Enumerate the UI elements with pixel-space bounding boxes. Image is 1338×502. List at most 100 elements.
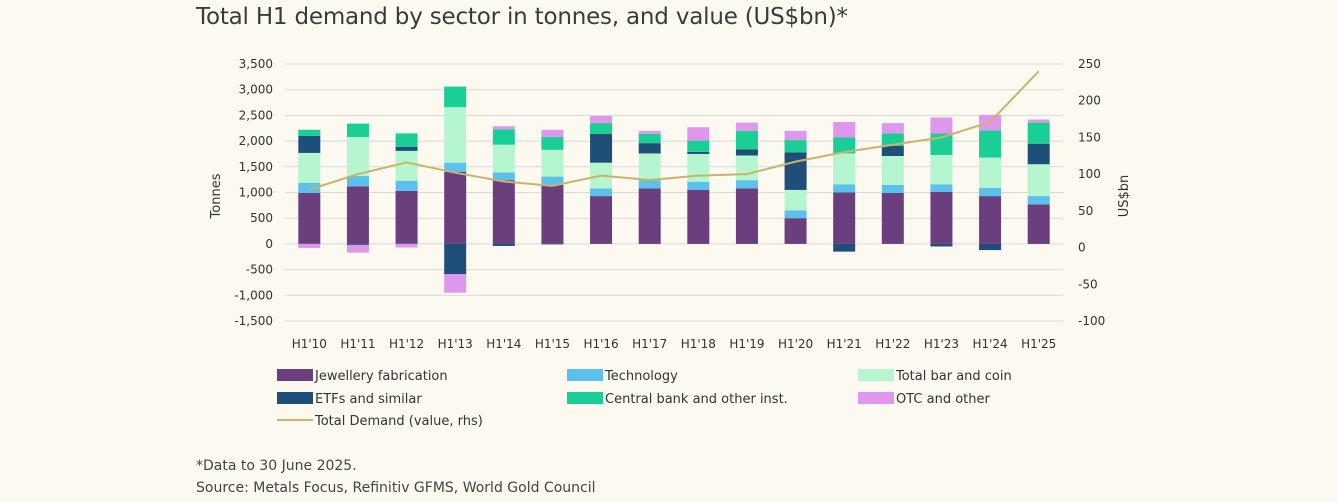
bar-segment <box>687 140 710 152</box>
bar-segment <box>492 180 515 244</box>
legend-swatch <box>277 369 313 381</box>
bar-segment <box>833 243 856 252</box>
bar-segment <box>638 133 661 144</box>
bar-segment <box>590 123 613 134</box>
bar-segment <box>784 189 807 211</box>
bar-segment <box>784 152 807 190</box>
y2-axis-title: US$bn <box>1117 175 1132 218</box>
bar-segment <box>541 184 564 244</box>
bar-segment <box>1027 204 1050 244</box>
x-axis: H1'10 H1'11 H1'12 H1'13 H1'14 H1'15 H1'16 H1'17… <box>292 337 1057 351</box>
y2-tick-label: 250 <box>1078 57 1101 71</box>
source-note: Source: Metals Focus, Refinitiv GFMS, Wo… <box>196 480 596 496</box>
y-tick-label: 500 <box>250 211 273 225</box>
bar-segment <box>833 192 856 244</box>
bar-segment <box>590 133 613 163</box>
x-tick-label: H1'25 <box>1021 337 1056 351</box>
bar-segment <box>833 153 856 185</box>
bar-segment <box>298 243 321 249</box>
bar-segment <box>833 184 856 193</box>
bar-segment <box>833 137 856 154</box>
legend-swatch <box>277 392 313 404</box>
bar-segment <box>346 244 369 253</box>
x-tick-label: H1'14 <box>486 337 521 351</box>
bar-segment <box>395 146 418 151</box>
bar-segment <box>930 191 953 244</box>
bar-segment <box>541 243 564 245</box>
y2-tick-label: 150 <box>1078 130 1101 144</box>
bar-segment <box>444 107 467 163</box>
y2-tick-label: 0 <box>1078 241 1086 255</box>
footnote: *Data to 30 June 2025. <box>196 458 357 474</box>
bar-segment <box>881 123 904 134</box>
bar-segment <box>444 243 467 275</box>
bar-segment <box>638 188 661 244</box>
bar-segment <box>979 187 1002 197</box>
bar-segment <box>735 188 758 244</box>
x-tick-label: H1'12 <box>389 337 424 351</box>
x-tick-label: H1'18 <box>681 337 716 351</box>
legend-swatch <box>567 369 603 381</box>
bar-segment <box>687 127 710 141</box>
bar-segment <box>735 155 758 181</box>
bar-segment <box>881 133 904 146</box>
bar-segment <box>541 136 564 150</box>
bar-segment <box>346 176 369 187</box>
legend-label: Central bank and other inst. <box>605 392 788 407</box>
y2-tick-label: -100 <box>1078 314 1105 328</box>
bar-segment <box>444 274 467 293</box>
y-tick-label: -1,500 <box>234 314 273 328</box>
left-y-axis: 3,500 3,000 2,500 2,000 1,500 1,000 500 0 -500 -1… <box>234 57 273 328</box>
bar-segment <box>395 190 418 244</box>
bar-segment <box>590 188 613 197</box>
bar-segment <box>346 136 369 177</box>
bar-segment <box>881 184 904 194</box>
bar-segment <box>444 162 467 172</box>
bar-segment <box>833 122 856 138</box>
bar-segment <box>590 196 613 244</box>
y-tick-label: 0 <box>265 237 273 251</box>
bar-segment <box>492 144 515 173</box>
bar-segment <box>346 186 369 244</box>
bar-segment <box>395 150 418 181</box>
bar-segment <box>979 157 1002 188</box>
y-tick-label: 3,000 <box>239 83 273 97</box>
bar-segment <box>444 171 467 244</box>
bar-segment <box>638 130 661 134</box>
x-tick-label: H1'13 <box>438 337 473 351</box>
bar-segment <box>638 153 661 181</box>
bar-segment <box>881 145 904 157</box>
y-tick-label: 2,500 <box>239 108 273 122</box>
y2-tick-label: 100 <box>1078 167 1101 181</box>
bar-segment <box>735 149 758 156</box>
x-tick-label: H1'21 <box>827 337 862 351</box>
bar-segment <box>298 182 321 194</box>
legend-swatch <box>858 369 894 381</box>
x-tick-label: H1'20 <box>778 337 813 351</box>
x-tick-label: H1'24 <box>972 337 1007 351</box>
x-tick-label: H1'15 <box>535 337 570 351</box>
bar-segment <box>1027 196 1050 205</box>
x-tick-label: H1'22 <box>875 337 910 351</box>
bar-segment <box>1027 164 1050 197</box>
bar-segment <box>784 218 807 244</box>
bar-segment <box>784 140 807 153</box>
chart-title: Total H1 demand by sector in tonnes, and… <box>196 4 848 30</box>
right-y-axis: 250 200 150 100 50 0 -50 -100 <box>1078 57 1105 328</box>
bar-segment <box>298 129 321 136</box>
bar-segment <box>541 129 564 137</box>
y-tick-label: -500 <box>246 263 273 277</box>
bar-segment <box>735 130 758 150</box>
bar-segment <box>395 243 418 248</box>
bar-segment <box>687 181 710 190</box>
bar-segment <box>638 143 661 154</box>
legend-label: Total bar and coin <box>895 369 1012 384</box>
bar-segment <box>784 130 807 141</box>
bar-segment <box>298 152 321 183</box>
total-demand-line <box>309 70 1040 191</box>
legend-swatch <box>858 392 894 404</box>
legend: Jewellery fabrication Technology Total bar… <box>277 369 1012 429</box>
bar-segment <box>881 156 904 185</box>
bar-segment <box>687 189 710 244</box>
